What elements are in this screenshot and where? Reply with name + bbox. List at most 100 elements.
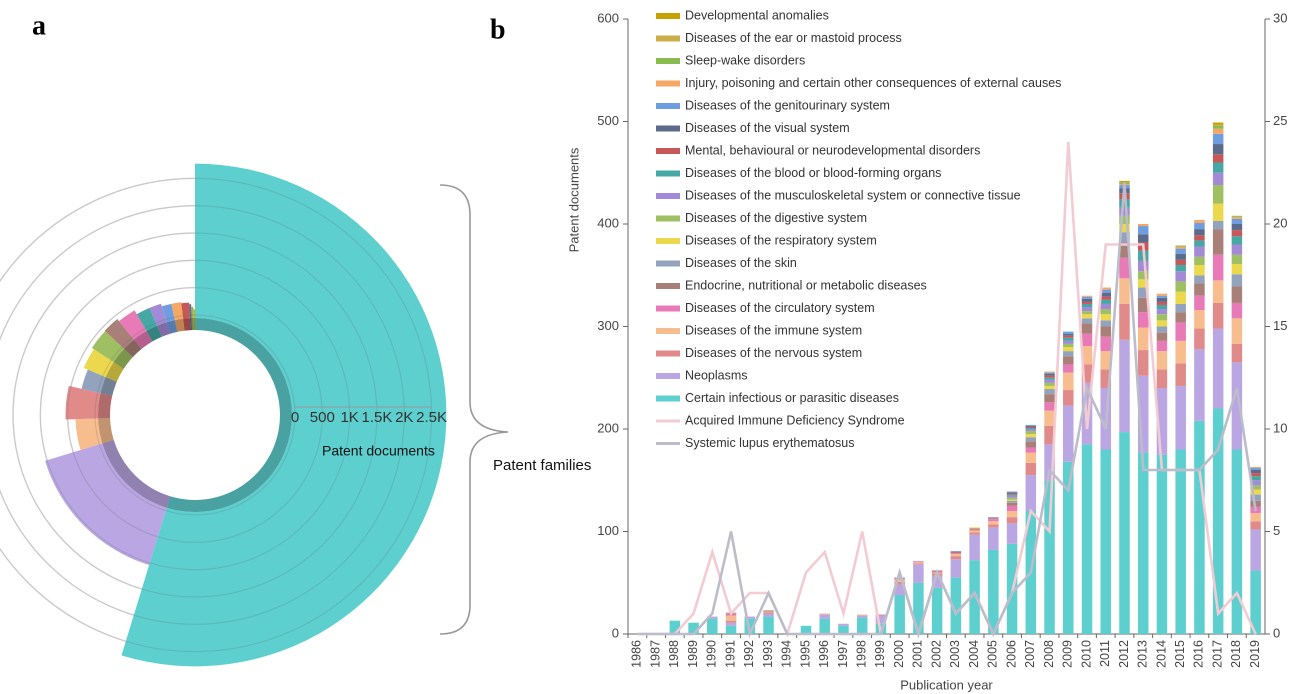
- bar-segment: [1231, 218, 1243, 224]
- bar-segment: [1081, 296, 1093, 299]
- bar-segment: [1175, 363, 1186, 386]
- bar-segment: [1194, 265, 1205, 276]
- bar-segment: [1044, 425, 1055, 445]
- bar-segment: [969, 529, 980, 531]
- bar-segment: [1119, 339, 1130, 433]
- x-tick-label: 2018: [1229, 640, 1243, 668]
- x-tick-label: 2001: [911, 640, 925, 668]
- bar-segment: [894, 584, 905, 596]
- legend-swatch: [656, 238, 680, 244]
- x-tick-label: 2017: [1210, 640, 1224, 668]
- grid-circle: [39, 259, 351, 571]
- bar-segment: [1212, 229, 1224, 255]
- bar-segment: [1081, 318, 1093, 324]
- x-tick-label: 2004: [967, 640, 981, 668]
- legend-label: Diseases of the respiratory system: [685, 233, 877, 247]
- bar-segment: [1212, 220, 1224, 230]
- bar-segment: [763, 613, 774, 617]
- bar-segment: [1063, 461, 1074, 634]
- grid-circle: [67, 287, 323, 543]
- x-axis-label: Publication year: [900, 677, 993, 692]
- bar-segment: [1156, 297, 1168, 302]
- grid-circle: [12, 232, 378, 598]
- legend-swatch: [656, 215, 680, 222]
- bar-segment: [763, 612, 774, 614]
- inner-ring: [100, 377, 117, 396]
- bar-segment: [1006, 494, 1018, 496]
- bar-segment: [1231, 230, 1243, 237]
- bar-segment: [1137, 312, 1149, 328]
- bar-segment: [1006, 511, 1018, 518]
- bar-segment: [1044, 402, 1055, 411]
- legend-label: Diseases of the immune system: [685, 323, 862, 337]
- bar-segment: [1063, 356, 1074, 365]
- inner-ring: [105, 362, 124, 382]
- bar-segment: [1194, 229, 1205, 236]
- bar-segment: [1044, 373, 1055, 376]
- y-tick-label: 200: [597, 420, 619, 435]
- bar-segment: [1212, 172, 1224, 186]
- bar-segment: [1137, 226, 1149, 235]
- bar-segment: [1156, 320, 1168, 327]
- bar-segment: [1156, 326, 1168, 333]
- bar-segment: [1044, 372, 1055, 374]
- bar-segment: [1194, 219, 1205, 223]
- bar-segment: [1025, 447, 1037, 453]
- bar-segment: [1175, 291, 1186, 304]
- bar-segment: [988, 518, 999, 520]
- legend-label: Diseases of the musculoskeletal system o…: [685, 188, 1021, 202]
- x-tick-label: 2008: [1042, 640, 1056, 668]
- bar-segment: [1100, 351, 1111, 370]
- legend-label: Sleep-wake disorders: [685, 53, 805, 67]
- bar-segment: [1212, 254, 1224, 281]
- bar-segment: [744, 618, 756, 634]
- bar-segment: [1006, 497, 1018, 500]
- bar-segment: [1250, 485, 1261, 490]
- bar-segment: [669, 620, 681, 634]
- bar-segment: [1100, 309, 1111, 315]
- bar-segment: [1212, 203, 1224, 221]
- y-tick-label: 100: [597, 523, 619, 538]
- bar-segment: [913, 582, 924, 634]
- inner-ring: [166, 320, 178, 334]
- bar-segment: [744, 616, 756, 619]
- radial-bar: [91, 331, 125, 363]
- bar-segment: [1006, 493, 1018, 495]
- radial-tick-label: 1.5K: [362, 409, 393, 426]
- bar-segment: [1137, 260, 1149, 272]
- bar-segment: [1137, 327, 1149, 351]
- legend-swatch: [656, 170, 680, 177]
- bar-segment: [1231, 254, 1243, 264]
- bar-segment: [1175, 246, 1186, 249]
- bar-segment: [1137, 375, 1149, 453]
- bar-segment: [1156, 454, 1168, 634]
- bar-segment: [1100, 303, 1111, 310]
- bar-segment: [1119, 303, 1130, 340]
- bar-segment: [1119, 432, 1130, 634]
- radial-bar: [171, 302, 184, 321]
- bar-segment: [1025, 424, 1037, 426]
- bar-segment: [1194, 310, 1205, 329]
- x-tick-label: 2019: [1248, 640, 1262, 668]
- inner-ring: [157, 322, 171, 337]
- grid-circle: [0, 177, 433, 653]
- bar-segment: [1063, 364, 1074, 373]
- bar-segment: [950, 577, 962, 634]
- legend-swatch: [656, 283, 680, 289]
- bar-segment: [1044, 377, 1055, 380]
- bar-segment: [1175, 303, 1186, 313]
- radial-bar: [83, 349, 114, 378]
- bar-segment: [1231, 263, 1243, 275]
- bar-segment: [819, 613, 830, 615]
- bar-segment: [1025, 426, 1037, 428]
- bar-segment: [1006, 502, 1018, 506]
- legend-swatch: [656, 148, 680, 154]
- bar-segment: [1044, 444, 1055, 481]
- bar-segment: [1081, 303, 1093, 308]
- bar-segment: [1231, 215, 1243, 217]
- bar-segment: [1231, 286, 1243, 303]
- bar-segment: [1100, 336, 1111, 352]
- bar-segment: [1212, 125, 1224, 129]
- bar-segment: [1100, 326, 1111, 337]
- x-tick-label: 1994: [780, 640, 794, 668]
